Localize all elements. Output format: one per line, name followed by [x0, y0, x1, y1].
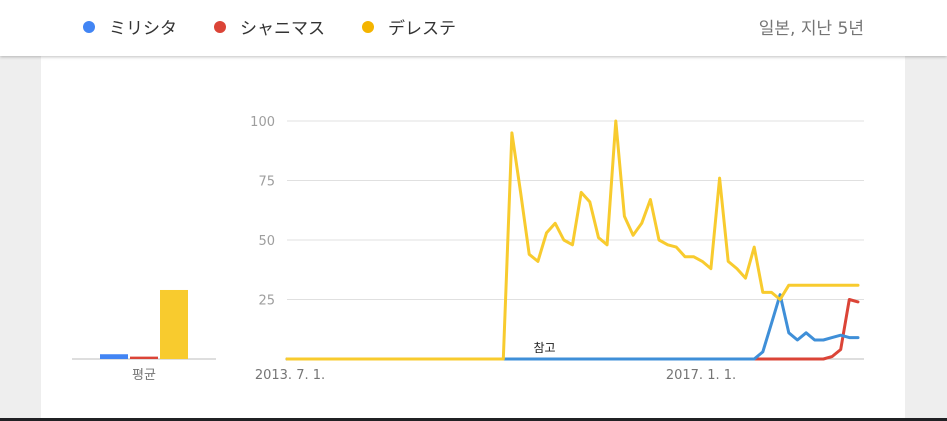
bar-1 — [100, 354, 128, 359]
legend-item-deresute[interactable]: デレステ — [362, 14, 456, 39]
x-tick-label: 2017. 1. 1. — [666, 368, 736, 383]
legend-bar: ミリシタ シャニマス デレステ 일본, 지난 5년 — [0, 0, 947, 56]
bar-3 — [160, 289, 188, 359]
y-tick-label: 75 — [258, 175, 275, 190]
y-tick-label: 100 — [250, 115, 275, 130]
y-tick-label: 50 — [258, 234, 275, 249]
legend-item-millishita[interactable]: ミリシタ — [83, 14, 177, 39]
legend-dot-shanimas — [214, 20, 226, 33]
legend-dot-millishita — [83, 20, 95, 33]
legend-dot-deresute — [362, 20, 374, 33]
series-line-2 — [285, 298, 860, 361]
bottom-divider — [0, 418, 947, 421]
series-line-3 — [285, 119, 860, 361]
series-line-1 — [285, 293, 860, 361]
legend-item-shanimas[interactable]: シャニマス — [214, 14, 325, 39]
bar-2 — [130, 356, 158, 359]
region-period-label: 일본, 지난 5년 — [758, 19, 864, 39]
bar-category-label: 평균 — [132, 368, 156, 383]
legend-label: ミリシタ — [109, 19, 177, 39]
legend-label: シャニマス — [240, 19, 325, 39]
y-tick-label: 25 — [258, 294, 275, 309]
x-tick-label: 2013. 7. 1. — [255, 368, 325, 383]
annotation-label: 참고 — [533, 341, 555, 355]
legend-label: デレステ — [388, 19, 456, 39]
